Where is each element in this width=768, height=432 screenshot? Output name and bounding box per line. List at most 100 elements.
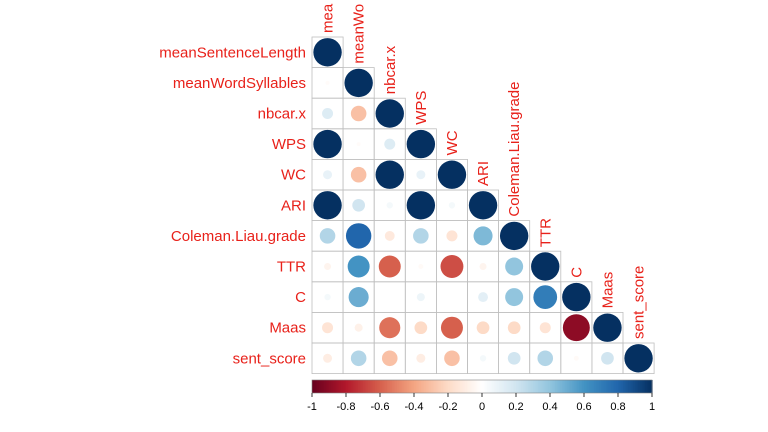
colorbar-segment (609, 380, 612, 393)
corr-circle-Maas-TTR (539, 322, 551, 334)
colorbar-segment (546, 380, 549, 393)
colorbar-segment (381, 380, 384, 393)
colorbar-segment (570, 380, 573, 393)
colorbar-segment (347, 380, 350, 393)
colorbar-segment (454, 380, 458, 393)
colorbar-segment (407, 380, 410, 393)
corr-circle-C-C (562, 282, 591, 312)
colorbar-segment (589, 380, 592, 393)
colorbar-segment (449, 380, 452, 393)
corr-circle-TTR-WPS (418, 264, 424, 269)
corr-circle-Maas-ARI (476, 321, 490, 335)
colorbar-segment (505, 380, 509, 393)
colorbar-segment (502, 380, 505, 393)
corr-circle-ARI-WPS (406, 191, 436, 220)
colorbar-segment (638, 380, 641, 393)
colorbar-tick-label: -1 (307, 401, 317, 413)
row-labels: meanSentenceLength meanWordSyllables nbcar… (159, 44, 306, 367)
row-label: meanSentenceLength (159, 44, 306, 61)
colorbar-segment (403, 380, 407, 393)
corr-circle-WPS-nbcar.x (384, 138, 396, 150)
colorbar-segment (432, 380, 435, 393)
colorbar-segment (519, 380, 522, 393)
colorbar-segment (385, 380, 388, 393)
colorbar-segment (599, 380, 602, 393)
colorbar-segment (538, 380, 541, 393)
colorbar-segment (624, 380, 628, 393)
colorbar-segment (645, 380, 648, 393)
column-label: sent_score (631, 266, 648, 339)
colorbar-segment (526, 380, 529, 393)
colorbar-segment (567, 380, 570, 393)
colorbar-segment (572, 380, 575, 393)
colorbar-segment (318, 380, 322, 393)
row-label: Maas (269, 320, 306, 337)
corr-circle-Maas-meanWordSyllables (354, 323, 363, 332)
corr-circle-WPS-WPS (406, 129, 436, 159)
corr-circle-WC-meanSentenceLength (323, 170, 333, 180)
colorbar-segment (342, 380, 345, 393)
corr-circle-C-meanSentenceLength (324, 293, 331, 301)
colorbar-segment (325, 380, 328, 393)
colorbar-segment (488, 380, 492, 393)
column-label: Coleman.Liau.grade (506, 82, 523, 217)
corr-circle-Maas-Coleman.Liau.grade (507, 321, 521, 335)
colorbar-segment (402, 380, 405, 393)
colorbar-segment (373, 380, 376, 393)
colorbar-segment (646, 380, 650, 393)
colorbar-segment (539, 380, 543, 393)
corr-circle-C-ARI (478, 292, 488, 303)
column-labels: mea meanWo nbcar.x WPS WC ARI Coleman.Liau.gra… (320, 3, 648, 339)
colorbar-segment (323, 380, 327, 393)
colorbar-segment (317, 380, 320, 393)
corr-circle-TTR-TTR (531, 252, 560, 281)
corr-circle-nbcar.x-meanSentenceLength (322, 108, 334, 119)
corr-circle-Coleman.Liau.grade-Coleman.Liau.grade (499, 221, 529, 251)
colorbar-segment (415, 380, 418, 393)
corr-circle-C-WPS (416, 293, 425, 302)
colorbar-tick-label: 0.4 (542, 401, 557, 413)
column-label: C (568, 267, 585, 278)
corr-circle-sent_score-meanWordSyllables (350, 350, 367, 367)
corr-circle-TTR-meanSentenceLength (324, 263, 332, 270)
corr-circle-ARI-meanSentenceLength (313, 191, 342, 220)
colorbar-segment (633, 380, 636, 393)
colorbar-segment (371, 380, 374, 393)
colorbar-segment (352, 380, 356, 393)
cell-grid (311, 36, 655, 375)
corr-circle-sent_score-WPS (416, 353, 426, 363)
colorbar-segment (446, 380, 449, 393)
column-label: nbcar.x (382, 45, 399, 94)
colorbar-segment (507, 380, 510, 393)
colorbar-tick-label: 0.2 (508, 401, 523, 413)
corr-circle-Maas-C (562, 314, 590, 342)
colorbar: -1 -0.8 -0.6 -0.4 -0.2 0 0.2 0.4 0.6 0.8 1 (307, 379, 655, 413)
colorbar-segment (419, 380, 422, 393)
colorbar-segment (461, 380, 464, 393)
colorbar-segment (635, 380, 638, 393)
colorbar-segment (451, 380, 454, 393)
corr-circle-TTR-nbcar.x (378, 255, 401, 278)
colorbar-segment (398, 380, 401, 393)
colorbar-segment (400, 380, 403, 393)
cell-r8-c4 (435, 281, 468, 313)
corr-circle-sent_score-TTR (537, 350, 554, 367)
colorbar-segment (448, 380, 451, 393)
colorbar-segment (595, 380, 599, 393)
corr-circle-WC-WPS (416, 170, 426, 180)
colorbar-segment (408, 380, 412, 393)
colorbar-segment (431, 380, 434, 393)
colorbar-segment (463, 380, 466, 393)
corr-circle-TTR-Coleman.Liau.grade (505, 257, 524, 276)
colorbar-segment (322, 380, 325, 393)
colorbar-segment (641, 380, 645, 393)
colorbar-segment (393, 380, 396, 393)
colorbar-segment (388, 380, 391, 393)
colorbar-segment (606, 380, 609, 393)
colorbar-segment (366, 380, 369, 393)
colorbar-tick-label: 0 (479, 401, 485, 413)
colorbar-segment (541, 380, 544, 393)
colorbar-tick-label: -0.4 (405, 401, 424, 413)
colorbar-tick-label: 1 (649, 401, 655, 413)
colorbar-segment (414, 380, 417, 393)
